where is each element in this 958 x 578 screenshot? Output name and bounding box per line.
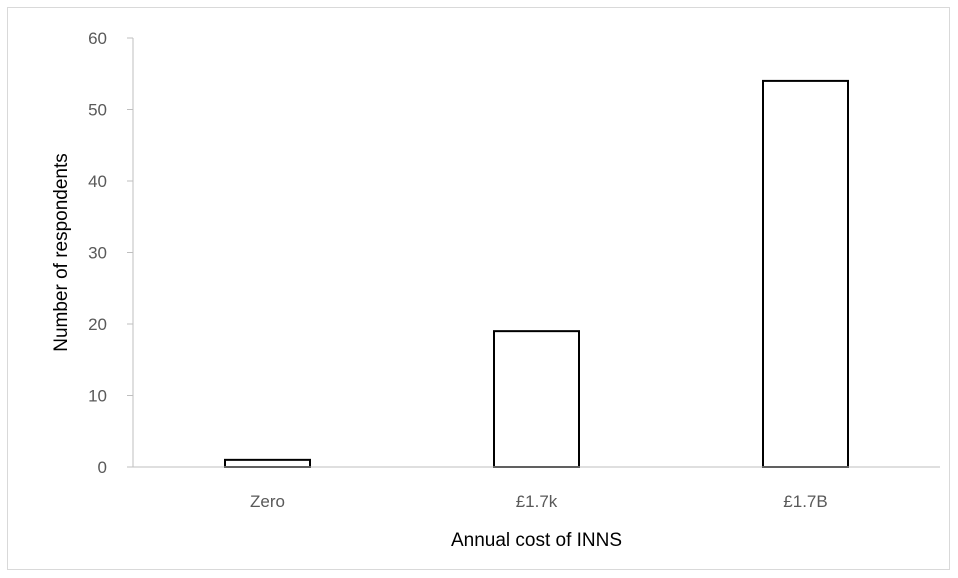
- x-axis-ticks: Zero £1.7k £1.7B: [250, 492, 828, 511]
- y-tick-label: 10: [88, 387, 107, 406]
- bar-2: [762, 79, 849, 469]
- bar-1: [493, 330, 580, 468]
- y-tick-label: 0: [98, 458, 107, 477]
- bar-0: [224, 458, 311, 469]
- x-tick-label: Zero: [250, 492, 285, 511]
- y-tick-label: 40: [88, 172, 107, 191]
- x-tick-label: £1.7B: [783, 492, 827, 511]
- y-tick-label: 30: [88, 244, 107, 263]
- x-axis-title: Annual cost of INNS: [451, 530, 622, 551]
- bar-series: [224, 79, 849, 469]
- x-tick-label: £1.7k: [516, 492, 558, 511]
- y-axis-ticks: 0 10 20 30 40 50 60: [88, 29, 133, 477]
- y-tick-label: 60: [88, 29, 107, 48]
- y-tick-label: 50: [88, 101, 107, 120]
- y-tick-label: 20: [88, 315, 107, 334]
- y-axis-title: Number of respondents: [51, 153, 72, 352]
